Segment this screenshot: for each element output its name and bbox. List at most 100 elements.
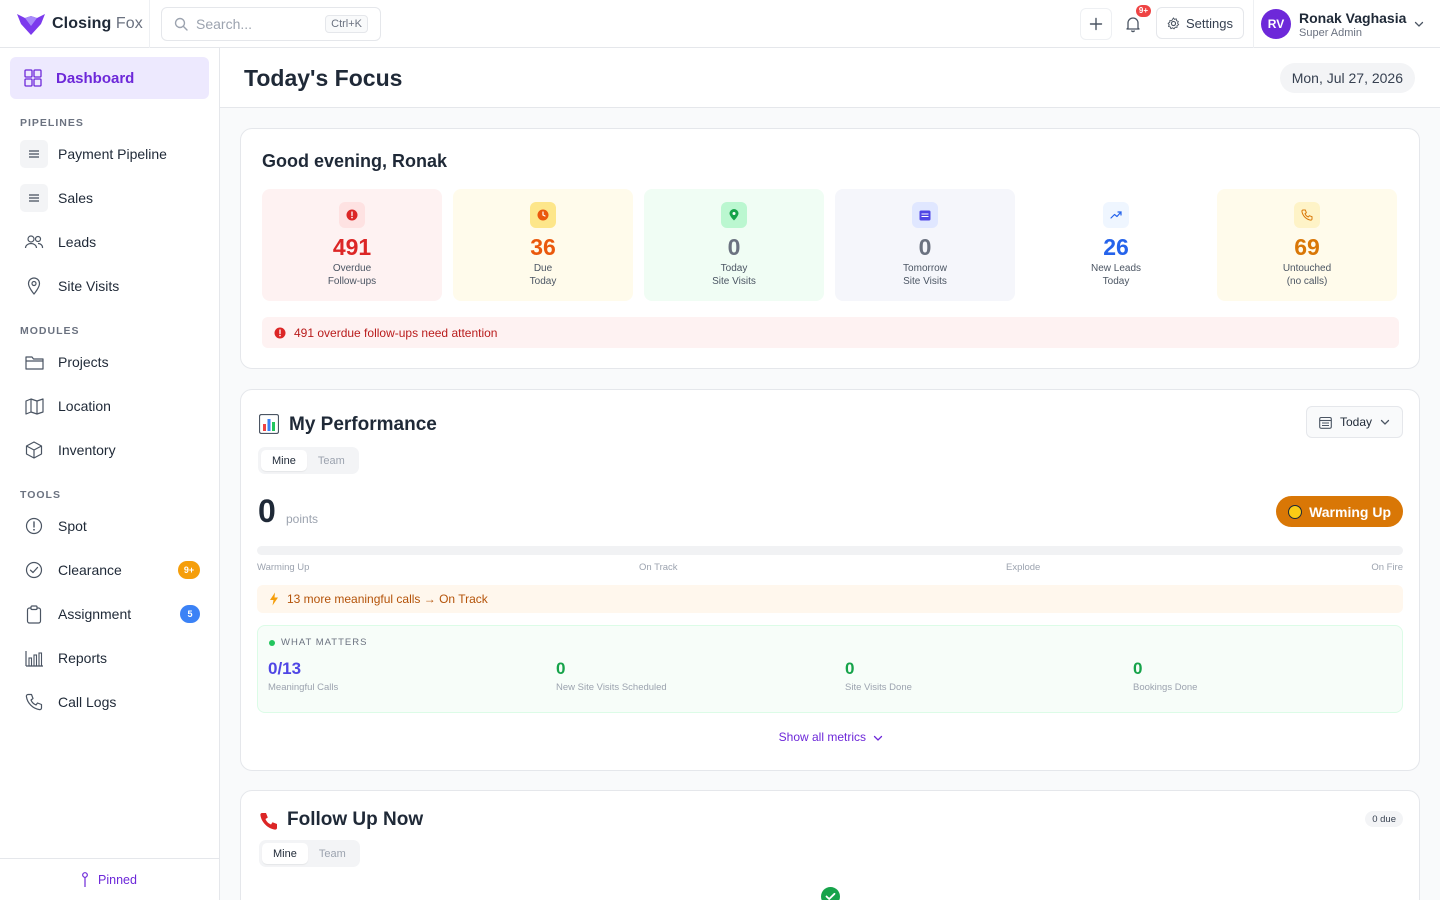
focus-card: Good evening, Ronak 491 Overdue Follow-up… — [240, 128, 1420, 369]
notifications-button[interactable]: 9+ — [1117, 5, 1151, 40]
stat-label: Tomorrow Site Visits — [903, 263, 947, 287]
sidebar-item-label: Sales — [58, 190, 94, 206]
tier-warming-up: Warming Up — [257, 562, 310, 573]
sidebar-item-spot[interactable]: Spot — [20, 508, 210, 544]
metric-new-site-visits: 0 New Site Visits Scheduled — [556, 659, 667, 693]
sidebar-item-projects[interactable]: Projects — [20, 344, 210, 380]
stat-today-site-visits[interactable]: 0 Today Site Visits — [644, 189, 824, 301]
alert-icon — [274, 327, 286, 338]
tab-team[interactable]: Team — [317, 454, 345, 467]
sidebar-item-payment-pipeline[interactable]: Payment Pipeline — [20, 136, 210, 172]
bell-icon — [1126, 17, 1140, 33]
add-button[interactable] — [1080, 8, 1112, 40]
next-tier-hint: 13 more meaningful calls → On Track — [257, 585, 1403, 613]
stats-row: 491 Overdue Follow-ups 36 Due Today 0 Toda… — [262, 189, 1397, 301]
stat-label: Due Today — [529, 263, 557, 287]
status-dot-icon — [1288, 504, 1303, 519]
tier-labels: Warming Up On Track Explode On Fire — [257, 562, 1403, 574]
alert-circle-icon — [20, 512, 48, 540]
settings-button[interactable]: Settings — [1156, 7, 1244, 39]
metric-value: 0 — [845, 659, 855, 678]
stat-new-leads[interactable]: 26 New Leads Today — [1026, 189, 1206, 301]
tab-team[interactable]: Team — [318, 847, 346, 860]
pinned-toggle[interactable]: Pinned — [0, 858, 219, 900]
sidebar-item-sales[interactable]: Sales — [20, 180, 210, 216]
stat-untouched[interactable]: 69 Untouched (no calls) — [1217, 189, 1397, 301]
grid-icon — [24, 69, 42, 87]
user-menu[interactable]: RV Ronak Vaghasia Super Admin — [1253, 0, 1424, 48]
assignment-badge: 5 — [180, 605, 200, 623]
list-icon — [20, 184, 48, 212]
sidebar-item-inventory[interactable]: Inventory — [20, 432, 210, 468]
stat-value: 36 — [530, 234, 556, 260]
chevron-down-icon — [1380, 419, 1390, 425]
calendar-icon — [912, 202, 938, 228]
period-select[interactable]: Today — [1305, 406, 1403, 438]
sidebar-item-reports[interactable]: Reports — [20, 640, 210, 676]
user-name: Ronak Vaghasia — [1299, 9, 1407, 26]
show-all-metrics-link[interactable]: Show all metrics — [241, 730, 1421, 744]
metric-label: Meaningful Calls — [268, 682, 339, 693]
phone-icon — [260, 813, 277, 830]
gear-icon — [1167, 16, 1180, 29]
main-content: Today's Focus Mon, Jul 27, 2026 Good eve… — [220, 48, 1440, 900]
sidebar-item-label: Dashboard — [56, 69, 135, 87]
status-label: Warming Up — [1309, 503, 1391, 520]
stat-overdue[interactable]: 491 Overdue Follow-ups — [262, 189, 442, 301]
users-icon — [20, 228, 48, 256]
follow-up-title: Follow Up Now — [287, 809, 424, 830]
tab-mine[interactable]: Mine — [261, 450, 307, 471]
map-icon — [20, 392, 48, 420]
tier-on-track: On Track — [639, 562, 678, 573]
greeting: Good evening, Ronak — [262, 151, 448, 171]
sidebar-item-location[interactable]: Location — [20, 388, 210, 424]
sidebar-item-assignment[interactable]: Assignment 5 — [20, 596, 210, 632]
green-dot-icon — [269, 639, 275, 646]
top-bar: Closing Fox Ctrl+K 9+ Settings RV Ron — [0, 0, 1440, 48]
progress-bar — [257, 546, 1403, 555]
metric-label: Bookings Done — [1133, 682, 1198, 693]
sidebar-item-dashboard[interactable]: Dashboard — [10, 57, 209, 99]
clipboard-icon — [20, 600, 48, 628]
stat-label: Overdue Follow-ups — [327, 263, 377, 287]
stat-value: 0 — [727, 234, 741, 260]
stat-tomorrow-site-visits[interactable]: 0 Tomorrow Site Visits — [835, 189, 1015, 301]
performance-title: My Performance — [289, 414, 437, 435]
alert-text: 491 overdue follow-ups need attention — [294, 325, 498, 340]
chevron-down-icon — [874, 735, 883, 741]
due-count-badge: 0 due — [1365, 811, 1403, 827]
section-pipelines: PIPELINES — [20, 117, 84, 129]
sidebar-item-label: Site Visits — [58, 278, 120, 294]
stat-due-today[interactable]: 36 Due Today — [453, 189, 633, 301]
metric-meaningful-calls: 0/13 Meaningful Calls — [268, 659, 338, 693]
sidebar-item-label: Assignment — [58, 606, 132, 622]
metric-label: Site Visits Done — [845, 682, 912, 693]
page-title: Today's Focus — [244, 65, 403, 91]
sidebar-item-site-visits[interactable]: Site Visits — [20, 268, 210, 304]
notifications-badge: 9+ — [1135, 5, 1151, 17]
overdue-alert[interactable]: 491 overdue follow-ups need attention — [262, 317, 1399, 348]
search-shortcut: Ctrl+K — [325, 15, 368, 33]
box-icon — [20, 436, 48, 464]
tab-mine[interactable]: Mine — [262, 843, 308, 864]
phone-icon — [1294, 202, 1320, 228]
calendar-icon — [1319, 416, 1332, 429]
search-input[interactable] — [196, 16, 316, 32]
points-label: points — [286, 512, 319, 526]
stat-value: 69 — [1294, 234, 1320, 260]
lightning-icon — [270, 592, 278, 606]
performance-card: My Performance Mine Team Today 0 points … — [240, 389, 1420, 771]
folder-icon — [20, 348, 48, 376]
metric-value: 0 — [1133, 659, 1143, 678]
metric-value: 0 — [556, 659, 566, 678]
pinned-label: Pinned — [98, 872, 137, 887]
sidebar-item-call-logs[interactable]: Call Logs — [20, 684, 210, 720]
search-box[interactable]: Ctrl+K — [161, 7, 381, 41]
sidebar-item-clearance[interactable]: Clearance 9+ — [20, 552, 210, 588]
stat-value: 0 — [918, 234, 932, 260]
avatar: RV — [1261, 9, 1291, 39]
bar-chart-icon — [20, 644, 48, 672]
brand[interactable]: Closing Fox — [0, 0, 150, 48]
bar-chart-emoji-icon — [259, 414, 279, 434]
sidebar-item-leads[interactable]: Leads — [20, 224, 210, 260]
